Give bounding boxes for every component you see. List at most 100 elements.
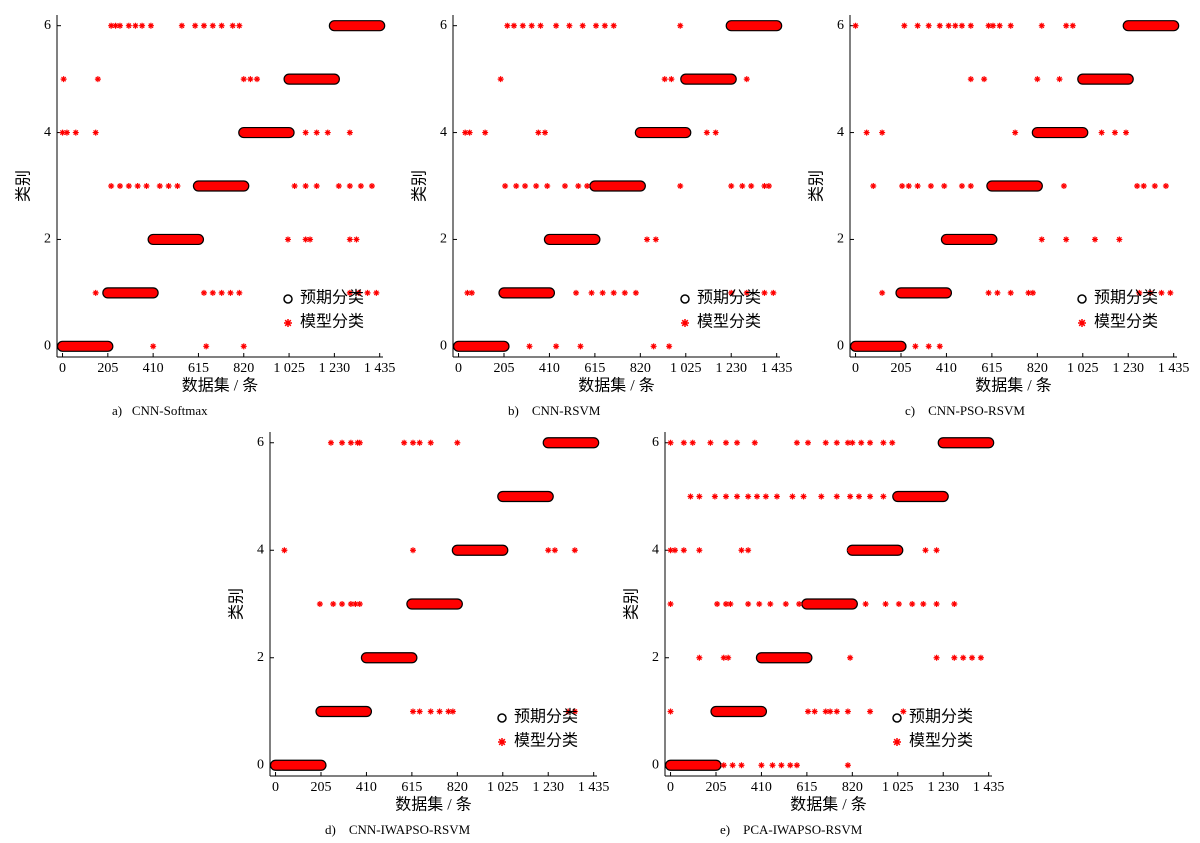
model-point [59,129,66,136]
model-point [958,22,965,29]
model-point [727,601,734,607]
model-point [811,708,818,715]
model-point [680,439,687,446]
model-point [254,76,261,83]
model-point [725,654,732,661]
model-point [981,76,988,83]
model-point [1007,22,1014,29]
y-tick-label: 6 [652,435,659,450]
y-tick-label: 4 [652,542,659,557]
model-point [401,439,408,446]
model-point [174,183,181,189]
model-point [409,547,416,554]
expected-run [589,180,646,192]
model-point [696,654,703,661]
x-tick-label: 615 [584,361,605,376]
model-point [203,343,210,350]
model-point [778,762,785,769]
model-point [969,654,976,661]
model-point [800,493,807,500]
y-tick-label: 4 [440,125,447,140]
model-point [933,654,940,661]
expected-run [755,652,813,664]
model-point [852,22,859,29]
model-point [769,762,776,769]
legend-marker [893,738,901,746]
model-point [671,547,678,554]
x-axis-label: 数据集 / 条 [395,796,471,814]
model-point [1038,22,1045,29]
y-tick-label: 6 [440,18,447,33]
model-point [522,183,529,189]
model-point [967,76,974,83]
x-tick-label: 410 [751,780,772,795]
model-point [352,601,359,607]
model-point [1063,22,1070,29]
y-tick-label: 4 [44,125,51,140]
model-point [373,289,380,296]
model-point [667,601,674,607]
x-axis-label: 数据集 / 条 [975,377,1051,395]
model-point [302,183,309,189]
model-point [804,708,811,715]
x-tick-label: 1 025 [487,780,519,795]
y-tick-label: 6 [44,18,51,33]
model-point [722,601,729,607]
model-point [765,183,772,189]
model-point [1012,129,1019,136]
model-point [668,76,675,83]
model-point [240,76,247,83]
x-tick-label: 820 [842,780,863,795]
subplot: 0 205 410 615 820 1 025 1 230 1 435 0 2 4 6 数据集 / 条 类… [15,15,395,418]
model-point [519,22,526,29]
model-point [533,183,540,189]
x-tick-label: 1 025 [273,361,305,376]
model-point [899,183,906,189]
model-point [209,289,216,296]
model-point [1162,183,1169,189]
model-point [989,22,996,29]
model-point [545,547,552,554]
x-tick-label: 410 [143,361,164,376]
caption: b) CNN-RSVM [508,403,601,418]
model-point [561,183,568,189]
model-point [147,22,154,29]
model-point [650,343,657,350]
model-point [793,762,800,769]
model-point [941,183,948,189]
model-point [1158,289,1165,296]
model-point [745,493,752,500]
x-axis-label: 数据集 / 条 [182,377,258,395]
x-tick-label: 410 [936,361,957,376]
model-point [756,601,763,607]
model-point [143,183,150,189]
model-point [738,762,745,769]
model-point [909,601,916,607]
model-point [687,493,694,500]
model-point [720,654,727,661]
y-tick-label: 0 [257,757,264,772]
y-tick-label: 0 [652,757,659,772]
model-point [327,439,334,446]
model-point [680,547,687,554]
model-point [945,22,952,29]
x-tick-label: 1 025 [1067,361,1099,376]
subplot: 0 205 410 615 820 1 025 1 230 1 435 0 2 4 6 数据集 / 条 类… [411,15,792,418]
x-tick-label: 615 [188,361,209,376]
model-point [1136,289,1143,296]
expected-run [892,490,949,503]
model-point [60,76,67,83]
model-point [125,183,132,189]
model-point [728,289,735,296]
model-point [751,439,758,446]
expected-run [451,544,509,556]
model-point [880,493,887,500]
model-point [1167,289,1174,296]
model-point [291,183,298,189]
model-point [933,547,940,554]
y-tick-label: 2 [837,232,844,247]
x-tick-label: 615 [796,780,817,795]
model-point [347,601,354,607]
model-point [667,708,674,715]
